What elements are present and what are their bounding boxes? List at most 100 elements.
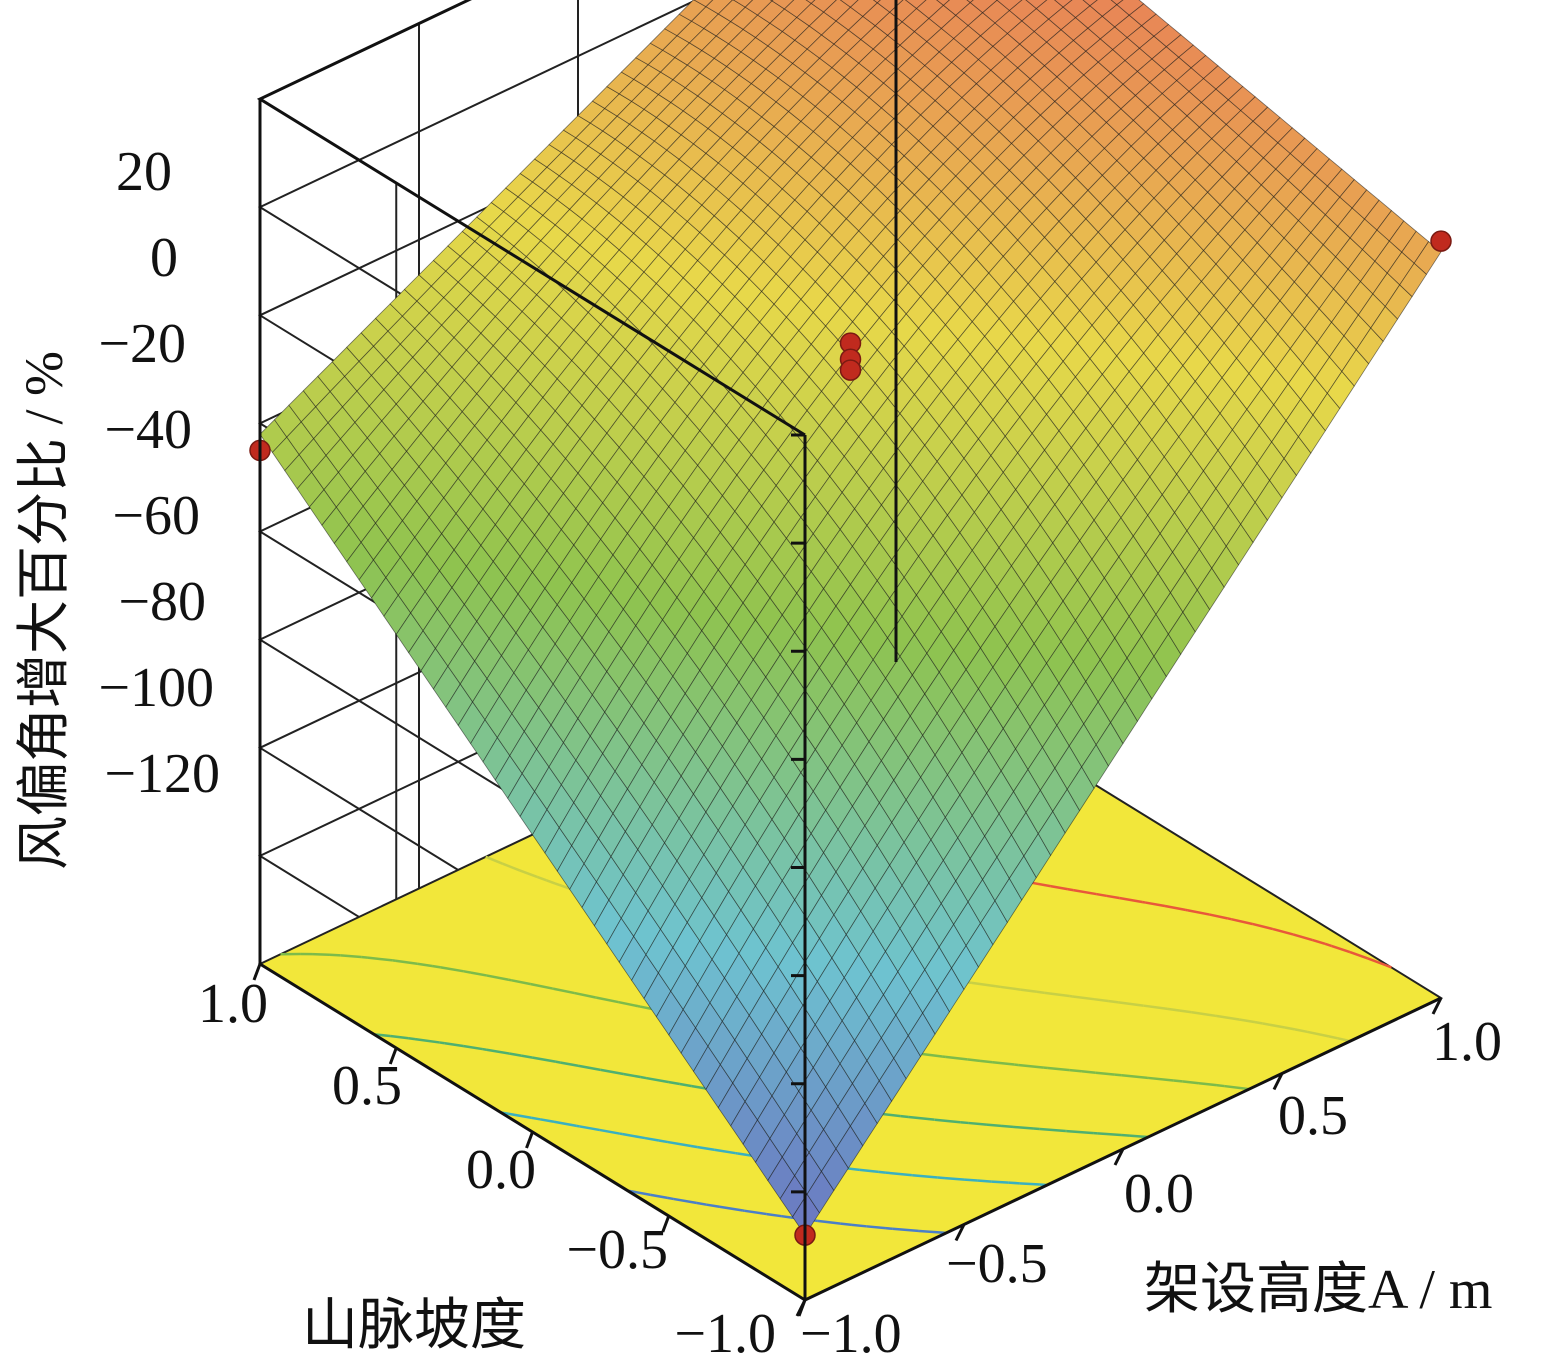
x-axis-title: 架设高度A / m: [1144, 1259, 1492, 1321]
contour-line: [892, 1227, 919, 1233]
contour-line: [912, 1173, 938, 1179]
contour-line: [991, 1180, 1009, 1184]
contour-line: [900, 1114, 909, 1119]
contour-line: [439, 1041, 445, 1045]
contour-line: [668, 1080, 681, 1086]
contour-line: [1008, 1181, 1020, 1185]
contour-line: [937, 1176, 946, 1180]
contour-line: [1114, 1073, 1122, 1077]
contour-line: [576, 1124, 580, 1128]
contour-line: [546, 879, 556, 885]
contour-line: [667, 1140, 692, 1148]
contour-line: [1292, 933, 1313, 942]
contour-line: [679, 1082, 693, 1088]
contour-line: [520, 1054, 533, 1059]
contour-line: [1182, 1080, 1200, 1085]
x-tick: [1113, 1148, 1125, 1166]
contour-line: [964, 1178, 978, 1182]
contour-line: [1012, 1125, 1034, 1130]
axis-lines: [252, 0, 1443, 1317]
contour-line: [627, 1189, 651, 1197]
surface-cell: [771, 0, 795, 10]
contour-line: [1036, 990, 1045, 995]
contour-line: [859, 1168, 879, 1174]
contour-line: [960, 1120, 969, 1125]
contour-line: [1097, 1132, 1122, 1137]
contour-line: [673, 1197, 697, 1205]
y-tick-label: −0.5: [566, 1219, 668, 1281]
contour-line: [1252, 922, 1274, 931]
contour-line: [645, 1076, 670, 1084]
x-tick-label: 1.0: [1432, 1011, 1502, 1073]
contour-line: [1306, 1030, 1330, 1038]
contour-line: [945, 1055, 968, 1061]
contour-line: [1349, 950, 1369, 960]
y-tick: [797, 1299, 807, 1317]
contour-line: [1000, 985, 1021, 991]
contour-line: [1294, 1028, 1308, 1034]
y-tick-label: −1.0: [674, 1303, 776, 1360]
surface-cell: [1054, 0, 1073, 8]
contour-line: [1148, 1076, 1174, 1082]
contour-line: [1227, 917, 1232, 921]
contour-line: [553, 987, 575, 995]
contour-line: [444, 1042, 464, 1048]
z-tick-label: 0: [150, 227, 178, 289]
contour-line: [968, 1121, 987, 1126]
z-tick-label: −80: [118, 571, 206, 633]
contour-line: [486, 974, 509, 981]
contour-line: [530, 982, 553, 990]
x-tick-label: −1.0: [800, 1303, 902, 1360]
y-tick: [388, 1047, 398, 1065]
contour-line: [1072, 995, 1095, 1001]
contour-line: [553, 1120, 577, 1128]
contour-line: [1328, 1035, 1338, 1040]
top-frame-line: [256, 0, 806, 437]
contour-line: [1095, 1071, 1116, 1076]
contour-line: [1020, 988, 1038, 994]
contour-line: [967, 1058, 981, 1063]
surface-cell: [839, 0, 859, 8]
contour-line: [389, 1034, 409, 1040]
contour-line: [992, 1060, 1015, 1066]
surface-cell: [1082, 0, 1098, 7]
contour-line: [1066, 1129, 1094, 1135]
y-tick: [661, 1215, 671, 1233]
contour-line: [1216, 1083, 1225, 1088]
contour-line: [878, 1170, 886, 1174]
z-axis-title: 风偏角增大百分比 / %: [14, 351, 74, 870]
contour-line: [1143, 1004, 1168, 1011]
contour-line: [697, 1145, 715, 1152]
y-axis-title: 山脉坡度: [302, 1295, 526, 1357]
contour-line: [623, 1072, 641, 1079]
contour-line: [1120, 1133, 1130, 1137]
contour-line: [1096, 892, 1107, 898]
z-tick-label: −60: [112, 485, 200, 547]
contour-line: [462, 1044, 483, 1051]
contour-line: [508, 1112, 532, 1119]
x-tick-label: 0.0: [1124, 1163, 1194, 1225]
y-tick-labels: −1.0 −0.5 0.0 0.5 1.0: [198, 973, 776, 1360]
contour-line: [667, 1196, 674, 1201]
contour-line: [408, 1037, 416, 1041]
y-tick: [252, 963, 262, 981]
z-tick-label: −20: [98, 313, 186, 375]
x-tick: [1431, 997, 1443, 1015]
contour-line: [329, 953, 341, 957]
contour-line: [1081, 1070, 1096, 1074]
contour-line: [579, 1125, 600, 1132]
contour-line: [1107, 999, 1119, 1004]
contour-line: [1000, 1124, 1014, 1129]
contour-line: [539, 1118, 555, 1124]
contour-line: [971, 981, 997, 988]
contour-line: [766, 1212, 782, 1218]
contour-line: [979, 1059, 993, 1064]
contour-line: [431, 964, 441, 969]
surface-cell: [904, 0, 927, 10]
contour-line: [1312, 938, 1326, 946]
x-tick-label: −0.5: [946, 1233, 1048, 1295]
y-tick-label: 0.0: [466, 1139, 536, 1201]
contour-line: [1238, 1018, 1256, 1024]
contour-line: [1019, 1182, 1040, 1186]
